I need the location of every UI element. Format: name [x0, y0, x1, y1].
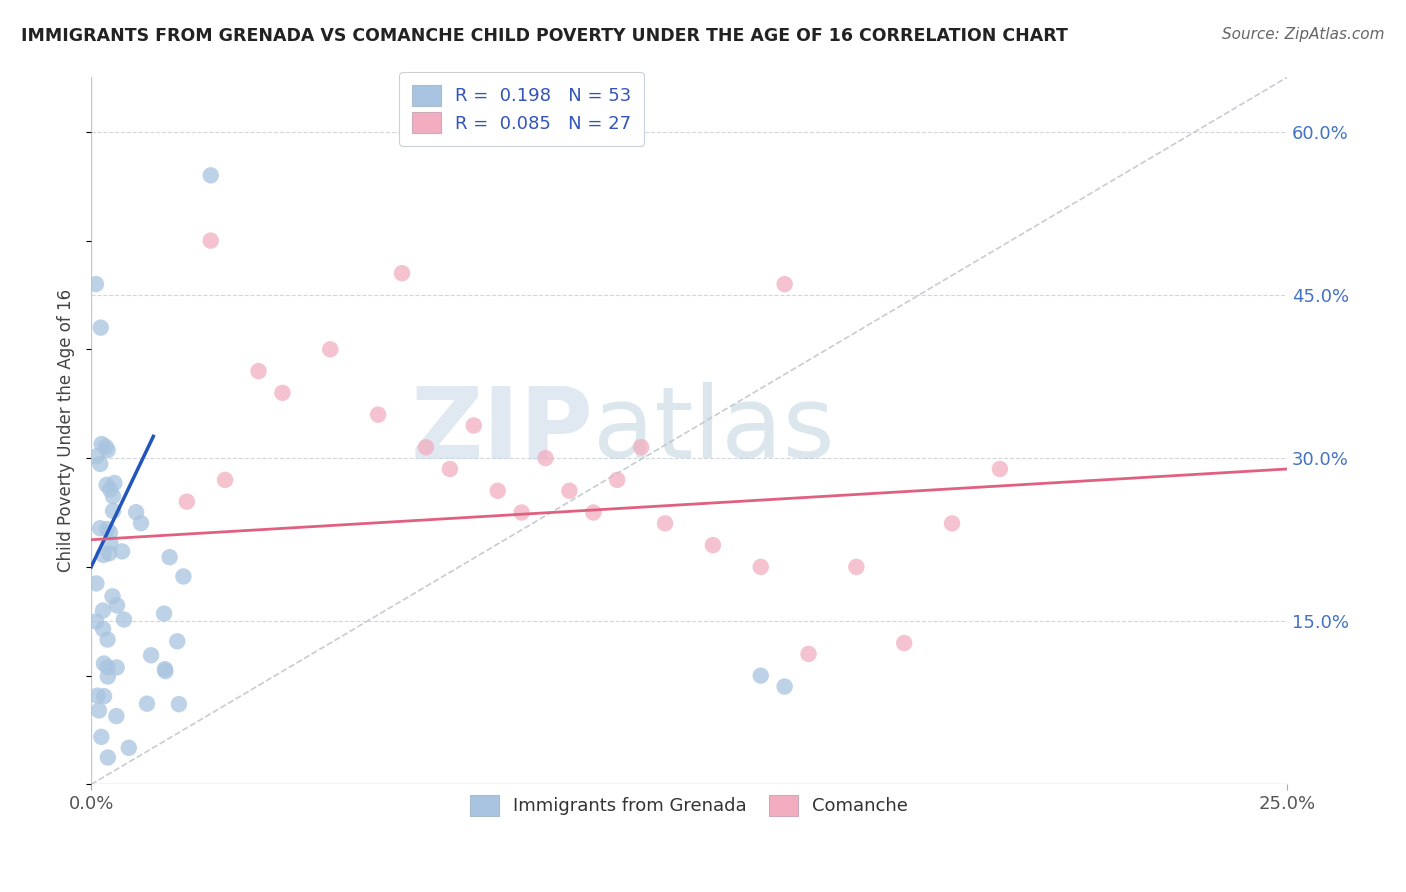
- Point: [271, 385, 294, 400]
- Point: [111, 544, 134, 558]
- Point: [91, 622, 114, 636]
- Point: [534, 451, 557, 466]
- Text: Source: ZipAtlas.com: Source: ZipAtlas.com: [1222, 27, 1385, 42]
- Point: [155, 664, 177, 678]
- Point: [84, 615, 107, 629]
- Point: [654, 516, 676, 531]
- Point: [319, 343, 342, 357]
- Point: [105, 599, 128, 613]
- Point: [96, 478, 118, 492]
- Point: [214, 473, 236, 487]
- Point: [90, 437, 112, 451]
- Point: [103, 475, 125, 490]
- Point: [510, 506, 533, 520]
- Point: [941, 516, 963, 531]
- Point: [159, 550, 181, 565]
- Point: [200, 169, 222, 183]
- Point: [97, 443, 120, 458]
- Text: atlas: atlas: [593, 383, 835, 479]
- Point: [153, 607, 176, 621]
- Point: [105, 709, 128, 723]
- Point: [845, 560, 868, 574]
- Point: [172, 569, 194, 583]
- Point: [367, 408, 389, 422]
- Point: [89, 521, 111, 535]
- Point: [93, 548, 115, 562]
- Point: [702, 538, 724, 552]
- Point: [93, 689, 115, 703]
- Point: [415, 440, 437, 454]
- Point: [630, 440, 652, 454]
- Point: [749, 668, 772, 682]
- Point: [90, 320, 112, 334]
- Y-axis label: Child Poverty Under the Age of 16: Child Poverty Under the Age of 16: [58, 289, 75, 573]
- Point: [90, 730, 112, 744]
- Point: [139, 648, 162, 663]
- Point: [773, 277, 796, 291]
- Point: [97, 750, 120, 764]
- Point: [96, 632, 118, 647]
- Point: [100, 536, 122, 550]
- Point: [94, 440, 117, 454]
- Point: [166, 634, 188, 648]
- Point: [200, 234, 222, 248]
- Point: [118, 740, 141, 755]
- Point: [86, 576, 108, 591]
- Point: [749, 560, 772, 574]
- Point: [101, 504, 124, 518]
- Point: [391, 266, 413, 280]
- Point: [105, 660, 128, 674]
- Point: [101, 489, 124, 503]
- Point: [86, 689, 108, 703]
- Point: [98, 483, 121, 497]
- Point: [87, 703, 110, 717]
- Point: [84, 277, 107, 291]
- Point: [112, 613, 135, 627]
- Point: [988, 462, 1011, 476]
- Point: [167, 697, 190, 711]
- Point: [93, 657, 115, 671]
- Point: [486, 483, 509, 498]
- Point: [153, 662, 176, 676]
- Point: [439, 462, 461, 476]
- Point: [176, 494, 198, 508]
- Point: [558, 483, 581, 498]
- Text: ZIP: ZIP: [411, 383, 593, 479]
- Point: [96, 522, 118, 536]
- Point: [773, 680, 796, 694]
- Point: [893, 636, 915, 650]
- Point: [463, 418, 485, 433]
- Point: [101, 590, 124, 604]
- Point: [89, 457, 111, 471]
- Text: IMMIGRANTS FROM GRENADA VS COMANCHE CHILD POVERTY UNDER THE AGE OF 16 CORRELATIO: IMMIGRANTS FROM GRENADA VS COMANCHE CHIL…: [21, 27, 1069, 45]
- Point: [136, 697, 159, 711]
- Point: [97, 669, 120, 683]
- Point: [98, 546, 121, 560]
- Point: [98, 525, 121, 540]
- Point: [247, 364, 270, 378]
- Point: [606, 473, 628, 487]
- Legend: Immigrants from Grenada, Comanche: Immigrants from Grenada, Comanche: [461, 786, 917, 825]
- Point: [125, 505, 148, 519]
- Point: [91, 603, 114, 617]
- Point: [797, 647, 820, 661]
- Point: [582, 506, 605, 520]
- Point: [86, 449, 108, 463]
- Point: [129, 516, 152, 531]
- Point: [97, 660, 120, 674]
